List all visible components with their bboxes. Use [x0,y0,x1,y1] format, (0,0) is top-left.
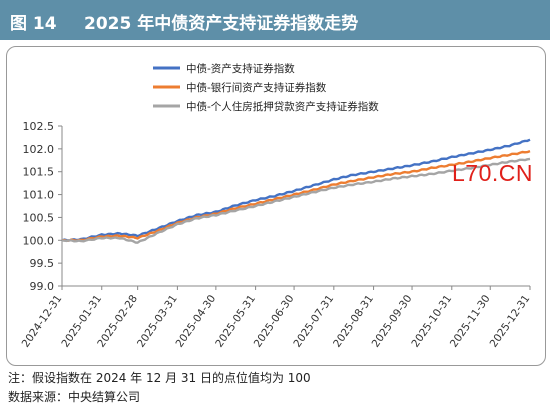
x-tick-label: 2025-06-30 [252,293,297,350]
x-tick-label: 2024-12-31 [20,293,65,350]
x-tick-label: 2025-10-31 [409,293,454,350]
chart-frame [6,46,546,366]
x-tick-label: 2025-07-31 [291,293,336,350]
x-tick-label: 2025-05-31 [213,293,258,350]
y-axis: 102.5 102.0 101.5 101.0 100.5 100.0 99.5 99.0 [23,120,63,293]
y-tick-label: 99.0 [30,280,55,293]
x-tick-label: 2025-09-30 [370,293,415,350]
footnote: 注：假设指数在 2024 年 12 月 31 日的点位值均为 100 [8,371,311,385]
legend: 中债-资产支持证券指数中债-银行间资产支持证券指数中债-个人住房抵押贷款资产支持… [153,62,379,113]
y-tick-label: 101.5 [23,166,55,179]
series-lines [61,138,531,244]
x-axis: 2024-12-312025-01-312025-02-282025-03-31… [20,285,533,350]
legend-label-2: 中债-银行间资产支持证券指数 [186,81,327,94]
x-tick-label: 2025-04-30 [173,293,218,350]
legend-label-1: 中债-资产支持证券指数 [186,62,295,75]
y-tick-label: 99.5 [30,257,55,270]
title-bar: 图 14 2025 年中债资产支持证券指数走势 [0,0,550,40]
x-tick-label: 2025-11-30 [448,293,493,350]
series-line-3 [61,157,531,244]
figure-title: 2025 年中债资产支持证券指数走势 [84,14,359,34]
y-tick-label: 102.0 [23,143,55,156]
y-tick-label: 100.5 [23,211,55,224]
x-tick-label: 2025-03-31 [135,293,180,350]
y-tick-label: 101.0 [23,189,55,202]
x-tick-label: 2025-08-31 [331,293,376,350]
legend-label-3: 中债-个人住房抵押贷款资产支持证券指数 [186,100,379,113]
watermark-text: L70.CN [452,160,533,186]
series-line-1 [61,138,531,242]
figure-label: 图 14 [10,14,57,34]
series-line-2 [61,149,531,242]
data-source: 数据来源：中央结算公司 [8,390,141,404]
x-tick-label: 2025-12-31 [488,293,533,350]
y-tick-label: 100.0 [23,234,55,247]
y-tick-label: 102.5 [23,120,55,133]
